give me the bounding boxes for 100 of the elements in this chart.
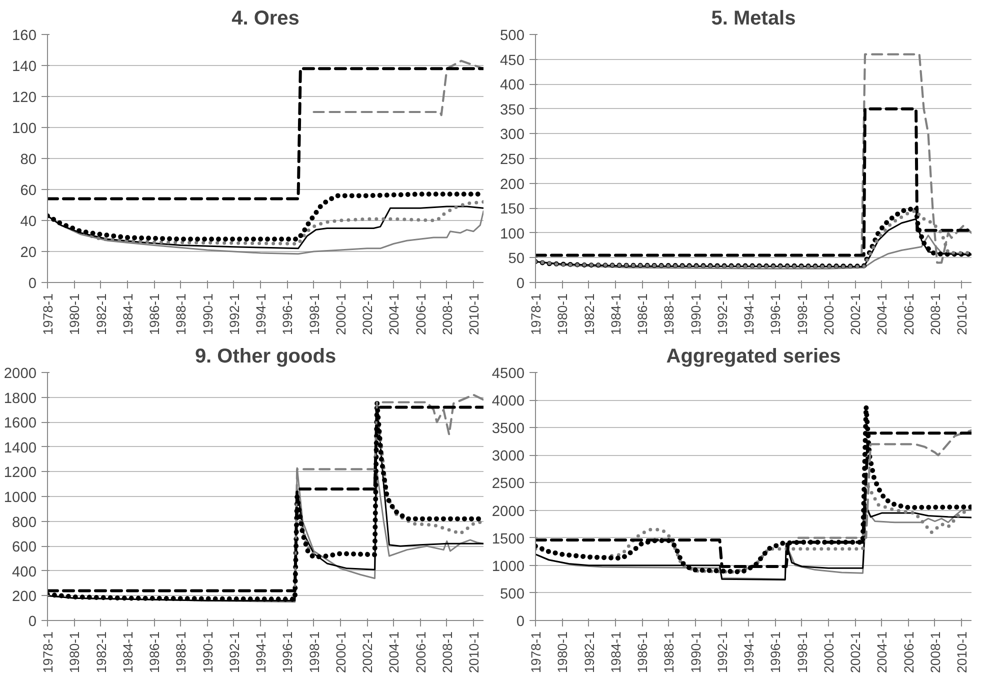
x-tick-label: 1978-1 (40, 293, 56, 335)
y-tick-label: 0 (28, 614, 37, 630)
y-tick-label: 4500 (492, 366, 525, 382)
x-tick-label: 2006-1 (413, 293, 428, 335)
y-tick-label: 2000 (4, 366, 37, 382)
chart-title: Aggregated series (666, 346, 841, 368)
y-tick-label: 500 (500, 586, 525, 602)
x-tick-label: 2010-1 (466, 631, 482, 673)
y-tick-label: 160 (12, 28, 37, 44)
x-tick-label: 1982-1 (94, 631, 109, 673)
x-tick-label: 2006-1 (413, 631, 428, 673)
x-tick-label: 1988-1 (662, 631, 677, 673)
x-tick-label: 1986-1 (635, 631, 650, 673)
x-tick-label: 1992-1 (714, 631, 730, 673)
x-tick-label: 1980-1 (555, 293, 570, 335)
y-tick-label: 0 (28, 276, 37, 292)
x-tick-label: 1980-1 (67, 293, 82, 335)
y-tick-label: 1400 (4, 440, 37, 456)
y-tick-label: 0 (516, 276, 525, 292)
y-tick-label: 1500 (492, 531, 525, 548)
x-tick-label: 1984-1 (120, 631, 136, 673)
x-tick-label: 2000-1 (333, 631, 348, 673)
x-tick-label: 2008-1 (928, 631, 943, 673)
x-tick-label: 1986-1 (635, 293, 650, 335)
y-tick-label: 4000 (492, 394, 525, 410)
chart-title: 9. Other goods (194, 346, 336, 368)
x-tick-label: 2004-1 (386, 631, 402, 673)
y-tick-label: 450 (500, 52, 525, 69)
y-tick-label: 1600 (4, 416, 37, 432)
x-tick-label: 2000-1 (333, 293, 348, 335)
y-tick-label: 140 (12, 59, 37, 75)
y-tick-label: 250 (500, 152, 525, 168)
y-tick-label: 3500 (492, 421, 525, 438)
x-tick-label: 1988-1 (174, 293, 189, 335)
x-tick-label: 1992-1 (226, 293, 242, 335)
x-tick-label: 2004-1 (874, 293, 890, 335)
y-tick-label: 100 (500, 226, 525, 242)
x-tick-label: 1984-1 (120, 293, 136, 335)
x-tick-label: 2008-1 (440, 293, 455, 335)
x-tick-label: 1986-1 (147, 293, 162, 335)
x-tick-label: 2002-1 (848, 293, 864, 335)
y-tick-label: 0 (516, 614, 525, 630)
y-tick-label: 400 (500, 78, 525, 94)
x-tick-label: 2010-1 (466, 293, 482, 335)
x-tick-label: 1988-1 (662, 293, 677, 335)
y-tick-label: 2500 (492, 476, 525, 492)
x-tick-label: 1994-1 (254, 631, 269, 673)
x-tick-label: 1978-1 (528, 293, 544, 335)
y-tick-label: 300 (500, 127, 525, 144)
y-tick-label: 1200 (4, 465, 37, 482)
x-tick-label: 1984-1 (608, 631, 624, 673)
x-tick-label: 1978-1 (40, 631, 56, 673)
x-tick-label: 1996-1 (768, 631, 784, 673)
x-tick-label: 2004-1 (386, 293, 402, 335)
y-tick-label: 200 (12, 589, 37, 606)
x-tick-label: 1990-1 (200, 293, 216, 335)
y-tick-label: 120 (12, 90, 37, 106)
y-tick-label: 800 (12, 514, 37, 531)
x-tick-label: 1996-1 (280, 293, 296, 335)
x-tick-label: 1998-1 (306, 293, 322, 335)
y-tick-label: 40 (20, 214, 37, 230)
x-tick-label: 2008-1 (928, 293, 943, 335)
y-tick-label: 400 (12, 564, 37, 580)
chart-title: 5. Metals (711, 8, 796, 30)
x-tick-label: 2008-1 (440, 631, 455, 673)
y-tick-label: 150 (500, 202, 525, 218)
x-tick-label: 1980-1 (555, 631, 570, 673)
y-tick-label: 350 (500, 102, 525, 118)
y-tick-label: 2000 (492, 504, 525, 520)
x-tick-label: 1990-1 (688, 631, 704, 673)
y-tick-label: 1000 (4, 490, 37, 506)
y-tick-label: 200 (500, 176, 525, 193)
x-tick-label: 2002-1 (360, 631, 376, 673)
x-tick-label: 2002-1 (848, 631, 864, 673)
x-tick-label: 1994-1 (254, 293, 269, 335)
x-tick-label: 1990-1 (200, 631, 216, 673)
x-tick-label: 1998-1 (306, 631, 322, 673)
y-tick-label: 500 (500, 28, 525, 44)
x-tick-label: 1996-1 (280, 631, 296, 673)
y-tick-label: 1000 (492, 558, 525, 575)
x-tick-label: 1992-1 (226, 631, 242, 673)
x-tick-label: 2004-1 (874, 631, 890, 673)
y-tick-label: 1800 (4, 390, 37, 407)
x-tick-label: 1982-1 (582, 293, 597, 335)
x-tick-label: 1992-1 (714, 293, 730, 335)
x-tick-label: 2010-1 (954, 293, 970, 335)
x-tick-label: 2002-1 (360, 293, 376, 335)
x-tick-label: 1978-1 (528, 631, 544, 673)
x-tick-label: 2000-1 (821, 631, 836, 673)
x-tick-label: 1996-1 (768, 293, 784, 335)
x-tick-label: 1988-1 (174, 631, 189, 673)
y-tick-label: 3000 (492, 448, 525, 465)
x-tick-label: 2000-1 (821, 293, 836, 335)
x-tick-label: 1984-1 (608, 293, 624, 335)
x-tick-label: 1980-1 (67, 631, 82, 673)
x-tick-label: 1982-1 (94, 293, 109, 335)
x-tick-label: 1998-1 (794, 293, 810, 335)
x-tick-label: 1986-1 (147, 631, 162, 673)
x-tick-label: 2006-1 (901, 293, 916, 335)
y-tick-label: 600 (12, 540, 37, 556)
